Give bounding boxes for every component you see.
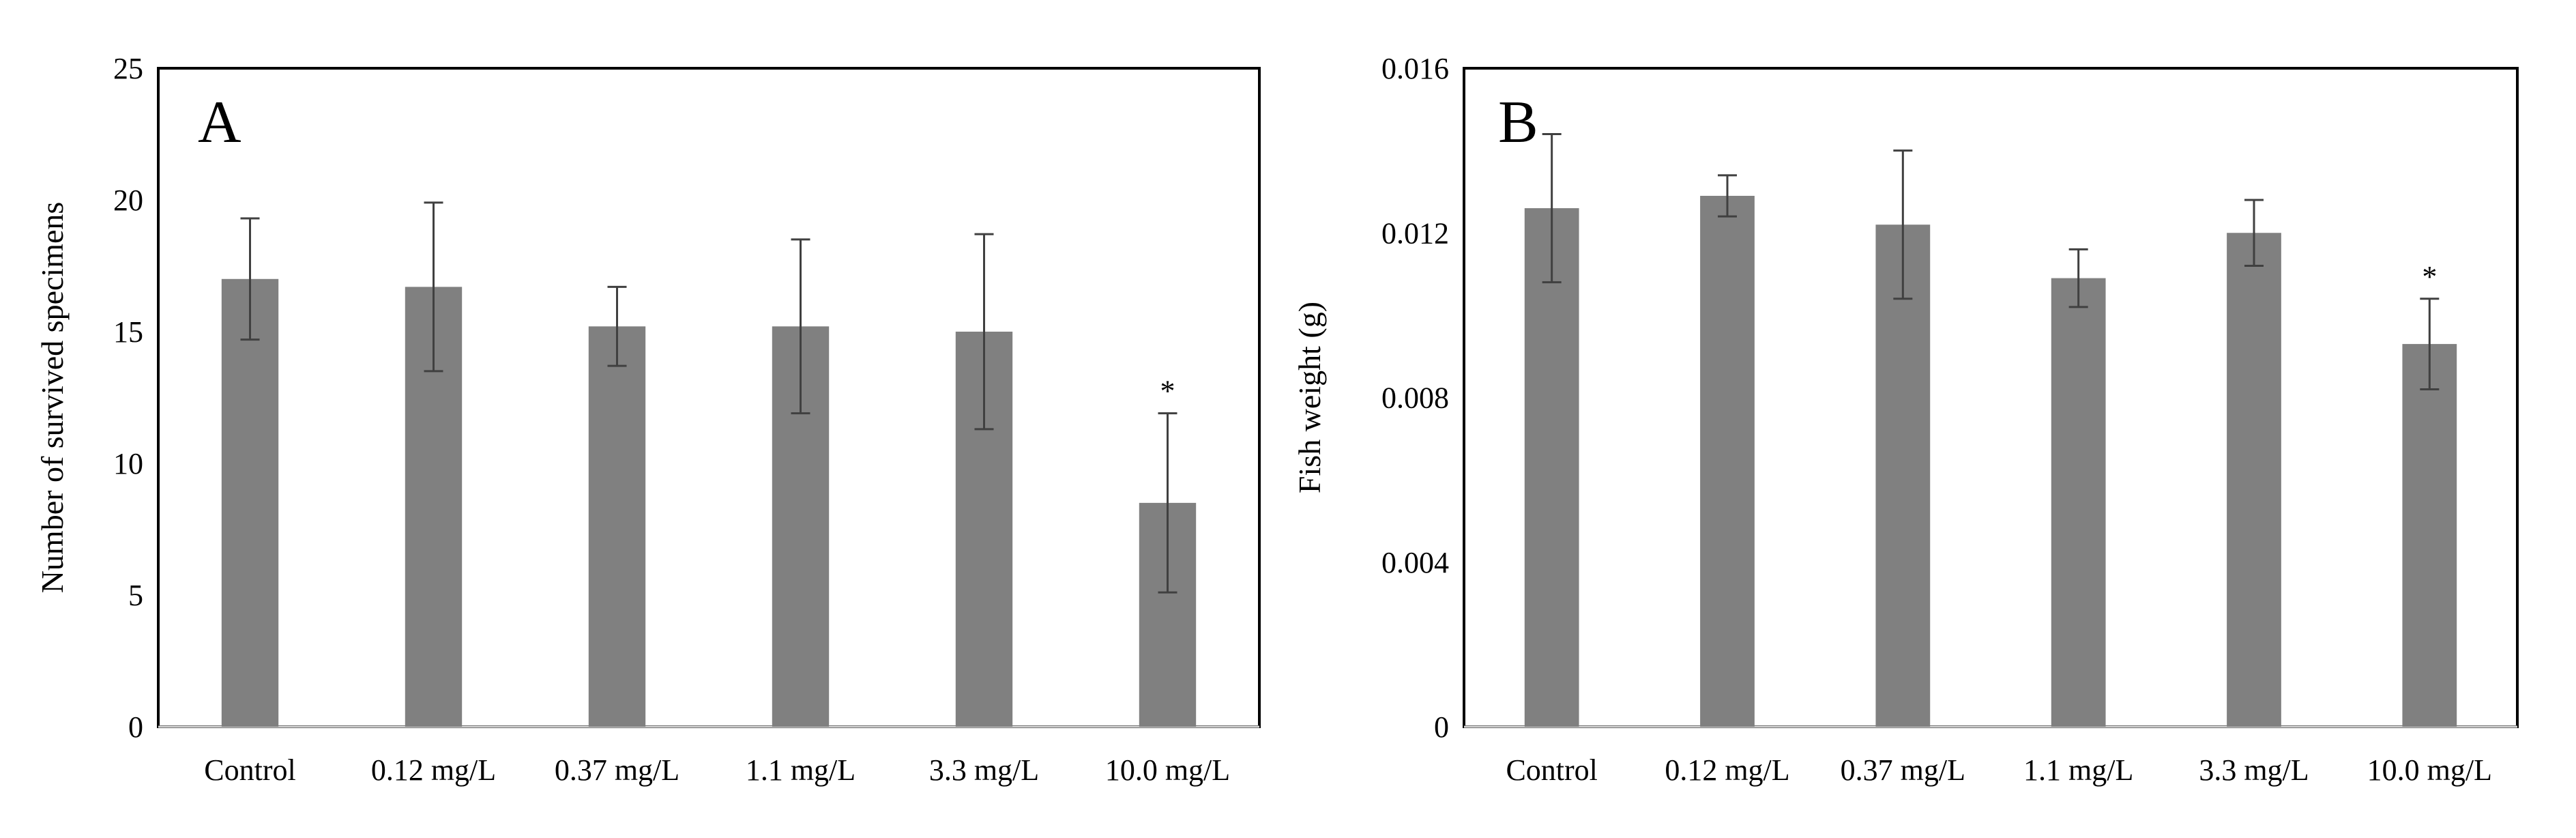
significance-marker: * xyxy=(2422,260,2437,293)
bar xyxy=(588,326,646,727)
y-tick-label: 0.008 xyxy=(1381,381,1449,415)
x-tick-label: 1.1 mg/L xyxy=(746,753,855,787)
x-tick-label: 10.0 mg/L xyxy=(1105,753,1230,787)
panel-a: 0 5 10 15 20 25 Control 0.12 mg/L 0.37 mg/L 1.1 m… xyxy=(35,52,1261,787)
panel-letter: B xyxy=(1498,89,1538,156)
significance-marker: * xyxy=(1160,375,1175,408)
y-tick-label: 5 xyxy=(128,579,143,612)
bar xyxy=(221,278,279,727)
y-tick-label: 10 xyxy=(113,447,143,480)
panel-letter: A xyxy=(198,89,241,156)
bar xyxy=(1875,225,1931,727)
plot-frame xyxy=(1463,67,2519,728)
plot-frame xyxy=(157,67,1261,728)
y-tick-label: 0 xyxy=(128,710,143,744)
x-tick-label: 0.12 mg/L xyxy=(371,753,496,787)
bar xyxy=(2051,278,2106,727)
x-tick-label: 0.37 mg/L xyxy=(1841,753,1965,787)
y-axis-title: Fish weight (g) xyxy=(1292,302,1327,493)
x-tick-label: Control xyxy=(1506,753,1597,787)
y-tick-label: 0 xyxy=(1434,710,1449,744)
bar xyxy=(1524,208,1579,727)
x-tick-label: 1.1 mg/L xyxy=(2023,753,2133,787)
x-tick-label: 3.3 mg/L xyxy=(929,753,1039,787)
panel-b: 0 0.004 0.008 0.012 0.016 Control 0.12 mg/L 0.3… xyxy=(1292,52,2519,787)
y-tick-label: 25 xyxy=(113,52,143,85)
x-tick-label: Control xyxy=(204,753,295,787)
y-tick-label: 15 xyxy=(113,315,143,349)
x-tick-label: 0.12 mg/L xyxy=(1665,753,1789,787)
y-tick-label: 0.004 xyxy=(1381,546,1449,579)
x-tick-label: 10.0 mg/L xyxy=(2367,753,2492,787)
y-axis-title: Number of survived specimens xyxy=(35,202,70,594)
bar xyxy=(2402,344,2457,727)
y-tick-label: 20 xyxy=(113,184,143,217)
x-tick-label: 0.37 mg/L xyxy=(555,753,679,787)
bar xyxy=(2227,233,2281,727)
y-tick-label: 0.012 xyxy=(1381,216,1449,250)
y-tick-label: 0.016 xyxy=(1381,52,1449,85)
x-tick-label: 3.3 mg/L xyxy=(2199,753,2309,787)
bar xyxy=(1700,195,1755,727)
